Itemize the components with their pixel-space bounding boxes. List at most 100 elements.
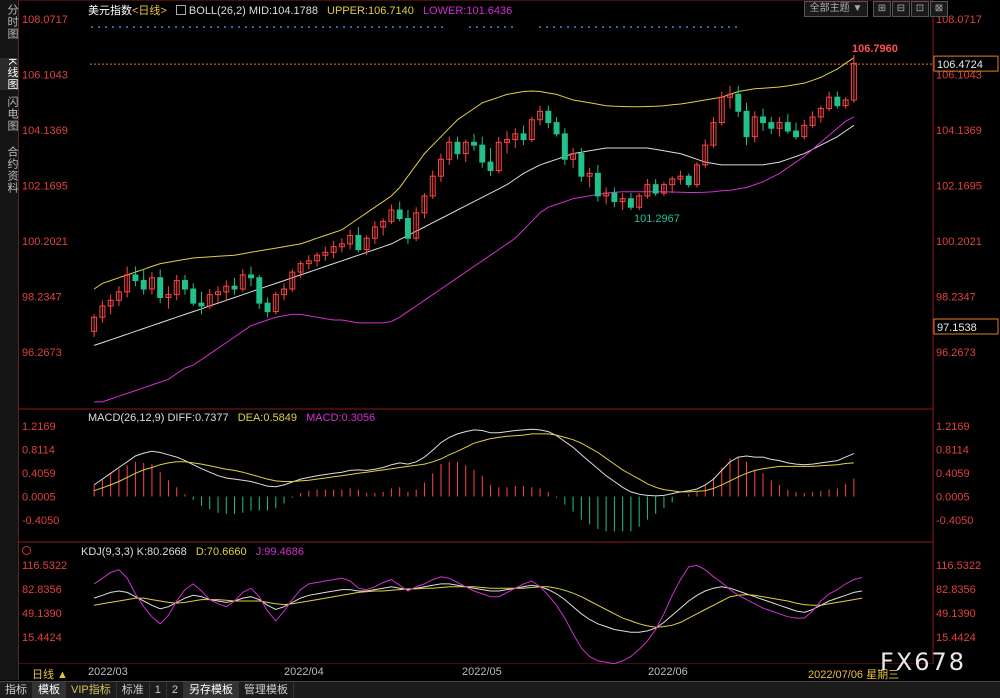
crosshair-price-label: 97.1538 [937,322,977,334]
kdj-title[interactable]: KDJ(9,3,3) [81,546,134,558]
marker-dot [252,26,254,28]
marker-dot [308,26,310,28]
kdj-k-line [93,583,863,633]
boll-lower: LOWER:101.6436 [422,5,513,17]
candle-body [173,280,180,296]
boll-toggle-icon[interactable] [175,5,186,15]
marker-dot [336,26,338,28]
candle-body [107,299,114,307]
kdj-d-line [94,586,863,628]
layout-icon-2[interactable]: ⊟ [892,1,910,17]
price-tick-left: 104.1369 [22,125,68,137]
low-annotation: 101.2967 [634,213,680,225]
marker-dot [728,26,730,28]
layout-icon-1[interactable]: ⊞ [873,1,891,17]
candle-body [644,184,651,197]
price-header: 美元指数<日线> BOLL(26,2) MID:104.1788 UPPER:1… [88,2,512,18]
candle-body [660,184,667,194]
marker-dot [140,26,142,28]
boll-label[interactable]: BOLL(26,2) [188,5,246,17]
candle-body [512,133,519,141]
candle-body [842,99,849,107]
current-price-label-box [933,55,999,72]
sidebar-tab[interactable]: 分时图 [6,4,18,40]
price-tick-left: 96.2673 [22,347,62,359]
bottom-tab[interactable]: 管理模板 [239,682,294,698]
marker-dot [105,26,107,28]
candle-body [793,130,800,138]
bottom-tab[interactable]: 标准 [117,682,150,698]
kdj-tick-left: 82.8356 [22,584,62,596]
candle-body [404,217,411,239]
bottom-tab[interactable]: 模板 [33,682,66,698]
marker-dot [322,26,324,28]
marker-dot [238,26,240,28]
candle-body [437,158,444,177]
candle-body [834,96,841,107]
candle-body [636,195,643,208]
marker-dot [511,26,513,28]
crosshair-price-label-box [933,318,999,335]
candle-body [586,172,593,177]
candle-body [132,274,139,282]
theme-select[interactable]: 全部主题 ▼ [804,1,868,17]
kdj-header: KDJ(9,3,3) K:80.2668 D:70.6660 J:99.4686 [22,546,304,558]
boll-upper: UPPER:106.7140 [327,5,414,17]
marker-dot [735,26,737,28]
marker-dot [434,26,436,28]
price-tick-left: 102.1695 [22,181,68,193]
candle-body [751,116,758,138]
marker-dot [637,26,639,28]
date-label: 2022/03 [88,666,128,678]
marker-dot [315,26,317,28]
bottom-tab[interactable]: 另存模板 [183,682,239,698]
marker-dot [504,26,506,28]
period-selector[interactable]: 日线 ▲ [32,669,68,681]
marker-dot [490,26,492,28]
candle-body [388,209,395,222]
layout-icon-4[interactable]: ⊠ [930,1,948,17]
macd-tick: -0.4050 [936,515,973,527]
marker-dot [112,26,114,28]
marker-dot [672,26,674,28]
macd-tick-left: 0.4059 [22,468,56,480]
sidebar-tab[interactable]: 闪电图 [6,96,18,132]
layout-icon-3[interactable]: ⊡ [911,1,929,17]
bottom-tab[interactable]: 2 [167,682,184,698]
candle-body [677,175,684,180]
marker-dot [609,26,611,28]
marker-dot [392,26,394,28]
marker-dot [651,26,653,28]
macd-title[interactable]: MACD(26,12,9) [88,412,165,424]
candle-body [735,93,742,112]
bottom-tab[interactable]: 指标 [0,682,33,698]
marker-dot [476,26,478,28]
candle-body [413,212,420,239]
date-axis: 2022/03 2022/04 2022/05 2022/06 2022/07/… [18,664,933,681]
marker-dot [665,26,667,28]
marker-dot [280,26,282,28]
kdj-toggle-icon[interactable] [22,546,31,555]
candle-body [611,192,618,203]
marker-dot [686,26,688,28]
date-label: 2022/05 [462,666,502,678]
candle-body [693,164,700,186]
price-tick: 96.2673 [936,347,976,359]
sidebar-tab[interactable]: 合约资料 [6,146,18,194]
sidebar-tab[interactable]: K线图 [0,58,18,91]
marker-dot [406,26,408,28]
marker-dot [567,26,569,28]
marker-dot [623,26,625,28]
candle-body [710,122,717,146]
marker-dot [350,26,352,28]
marker-dot [441,26,443,28]
marker-dot [721,26,723,28]
marker-dot [497,26,499,28]
candle-body [115,291,122,301]
marker-dot [175,26,177,28]
bottom-tab[interactable]: 1 [150,682,167,698]
marker-dot [595,26,597,28]
macd-tick: 0.0005 [936,491,970,503]
bottom-tab[interactable]: VIP指标 [66,682,117,698]
marker-dot [119,26,121,28]
